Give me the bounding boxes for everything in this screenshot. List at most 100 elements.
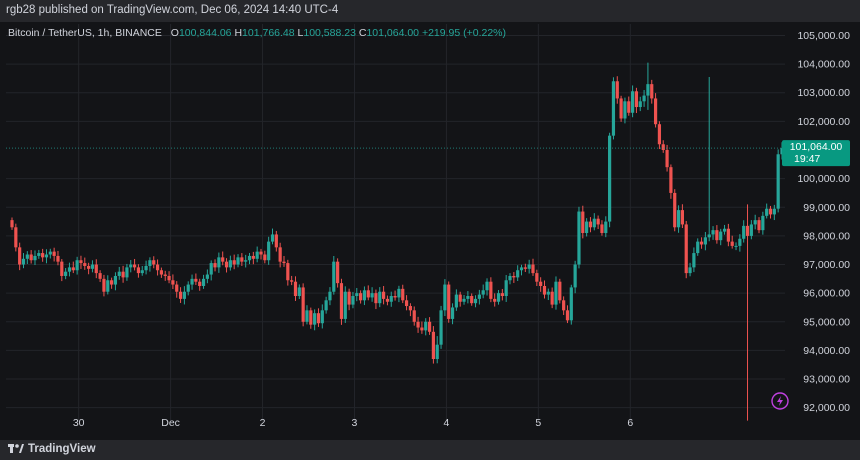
candle bbox=[41, 248, 45, 262]
candle bbox=[611, 77, 616, 140]
candle bbox=[44, 249, 49, 264]
candle-body bbox=[401, 288, 405, 301]
candle bbox=[435, 336, 439, 364]
candle bbox=[29, 250, 33, 264]
candle bbox=[140, 266, 144, 276]
candle-body bbox=[481, 290, 485, 295]
candle-body bbox=[558, 281, 562, 301]
candle bbox=[684, 220, 688, 279]
candle-body bbox=[435, 344, 439, 360]
candle-body bbox=[355, 293, 359, 297]
candle-body bbox=[94, 264, 98, 274]
candle-body bbox=[83, 263, 87, 266]
candle-body bbox=[374, 293, 378, 304]
candle bbox=[661, 140, 665, 153]
candle bbox=[251, 251, 255, 265]
candle bbox=[477, 289, 481, 305]
candle bbox=[10, 217, 14, 230]
candle-body bbox=[301, 287, 305, 322]
candle bbox=[481, 284, 485, 299]
last-price-value: 101,064.00 bbox=[790, 141, 843, 153]
candle bbox=[554, 276, 558, 310]
candle bbox=[106, 275, 110, 295]
candle-body bbox=[297, 287, 301, 297]
candle-body bbox=[129, 264, 133, 268]
lightning-icon[interactable] bbox=[771, 392, 789, 410]
candle bbox=[167, 271, 171, 284]
candle-countdown: 19:47 bbox=[794, 153, 820, 165]
candle bbox=[676, 205, 681, 233]
candle-body bbox=[167, 275, 171, 281]
candle-body bbox=[462, 298, 466, 302]
candle bbox=[25, 251, 29, 265]
brand[interactable]: TradingView bbox=[8, 443, 96, 455]
candle bbox=[175, 281, 179, 298]
candle-body bbox=[343, 291, 347, 319]
candle bbox=[630, 85, 635, 118]
chart-area[interactable]: 30 Dec 2 3 4 5 6 105,000.00 104,000.00 103,000.0… bbox=[0, 22, 860, 440]
candle-body bbox=[110, 280, 114, 285]
candle bbox=[604, 216, 608, 238]
candle-body bbox=[290, 280, 294, 282]
candle-body bbox=[267, 241, 271, 261]
candle-body bbox=[661, 144, 665, 150]
candle bbox=[355, 287, 359, 302]
candle bbox=[408, 303, 413, 317]
candle bbox=[653, 93, 658, 128]
last-price-tag[interactable]: 101,064.00 19:47 bbox=[782, 140, 850, 167]
candle bbox=[389, 291, 393, 307]
candle bbox=[489, 277, 493, 303]
candle bbox=[33, 250, 37, 266]
candle bbox=[539, 277, 543, 292]
candlestick-chart[interactable]: 30 Dec 2 3 4 5 6 105,000.00 104,000.00 103,000.0… bbox=[0, 22, 860, 440]
y-tick-label: 97,000.00 bbox=[803, 259, 850, 271]
candle bbox=[535, 269, 539, 287]
candle-body bbox=[673, 192, 677, 228]
low-value: 100,588.23 bbox=[303, 27, 356, 39]
candle-body bbox=[519, 267, 524, 271]
candle-body bbox=[504, 280, 508, 297]
candle bbox=[366, 285, 370, 301]
candle-body bbox=[604, 221, 608, 234]
candle bbox=[270, 228, 275, 245]
candle-body bbox=[255, 251, 259, 259]
candle bbox=[125, 263, 129, 281]
candle bbox=[240, 253, 244, 266]
candle bbox=[136, 264, 141, 278]
candle-body bbox=[650, 84, 654, 99]
candle bbox=[768, 205, 773, 219]
candle-body bbox=[155, 264, 160, 271]
candle bbox=[657, 121, 662, 150]
candle-body bbox=[224, 261, 229, 268]
candle bbox=[473, 295, 478, 308]
candle-body bbox=[186, 284, 190, 292]
candle bbox=[259, 248, 263, 260]
candle bbox=[523, 263, 527, 273]
candle-body bbox=[493, 298, 497, 302]
candle-body bbox=[102, 278, 106, 292]
y-tick-label: 102,000.00 bbox=[797, 116, 850, 128]
candles bbox=[10, 62, 784, 421]
candle bbox=[742, 220, 746, 243]
candle bbox=[596, 215, 600, 229]
candle-body bbox=[270, 234, 275, 242]
brand-name: TradingView bbox=[28, 443, 96, 455]
candle-body bbox=[259, 251, 263, 255]
candle bbox=[669, 164, 673, 199]
candle bbox=[546, 288, 550, 301]
candle-body bbox=[60, 261, 64, 276]
candle bbox=[500, 288, 504, 301]
candle bbox=[205, 269, 209, 284]
candle bbox=[581, 205, 585, 239]
candle-body bbox=[630, 91, 635, 113]
candle bbox=[60, 259, 64, 282]
candle bbox=[508, 273, 512, 285]
candle-body bbox=[182, 291, 186, 299]
candle-body bbox=[48, 251, 52, 255]
candle-body bbox=[274, 234, 278, 248]
candle bbox=[316, 308, 321, 327]
candle-body bbox=[336, 261, 340, 284]
candle bbox=[688, 262, 692, 277]
candle bbox=[427, 317, 432, 335]
candle-body bbox=[527, 264, 531, 269]
